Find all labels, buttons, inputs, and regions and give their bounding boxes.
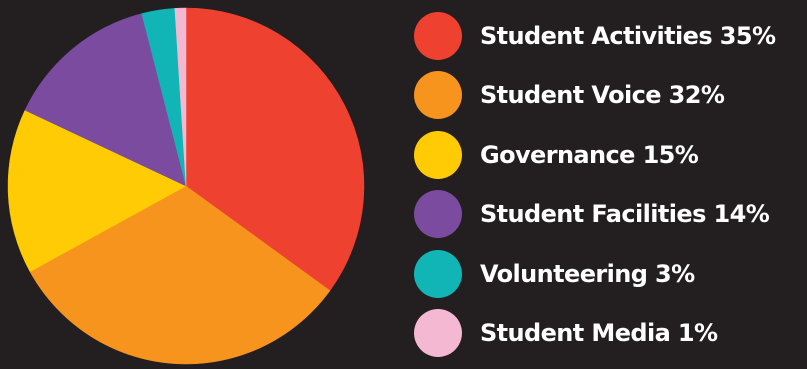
legend-label-student-facilities: Student Facilities 14% — [480, 200, 770, 229]
legend-item-volunteering: Volunteering 3% — [414, 249, 807, 298]
legend-item-student-media: Student Media 1% — [414, 309, 807, 358]
legend-swatch-volunteering — [414, 249, 462, 298]
pie-slice-governance — [7, 109, 187, 273]
legend-item-student-facilities: Student Facilities 14% — [414, 190, 807, 239]
pie-slice-student-facilities — [24, 13, 187, 187]
chart-legend: Student Activities 35% Student Voice 32%… — [414, 11, 807, 369]
legend-label-student-activities: Student Activities 35% — [480, 21, 776, 50]
legend-label-volunteering: Volunteering 3% — [480, 259, 695, 288]
pie-slice-student-activities — [185, 7, 365, 291]
legend-swatch-student-media — [414, 309, 462, 358]
legend-label-student-media: Student Media 1% — [480, 319, 718, 348]
legend-item-student-voice: Student Voice 32% — [414, 71, 807, 120]
legend-swatch-student-voice — [414, 71, 462, 120]
pie-slice-student-voice — [29, 185, 331, 365]
legend-swatch-governance — [414, 130, 462, 179]
legend-swatch-student-activities — [414, 11, 462, 60]
legend-item-student-activities: Student Activities 35% — [414, 11, 807, 60]
legend-label-student-voice: Student Voice 32% — [480, 81, 725, 110]
pie-slice-student-media — [174, 7, 187, 187]
legend-item-governance: Governance 15% — [414, 130, 807, 179]
legend-swatch-student-facilities — [414, 190, 462, 239]
legend-label-governance: Governance 15% — [480, 140, 699, 169]
